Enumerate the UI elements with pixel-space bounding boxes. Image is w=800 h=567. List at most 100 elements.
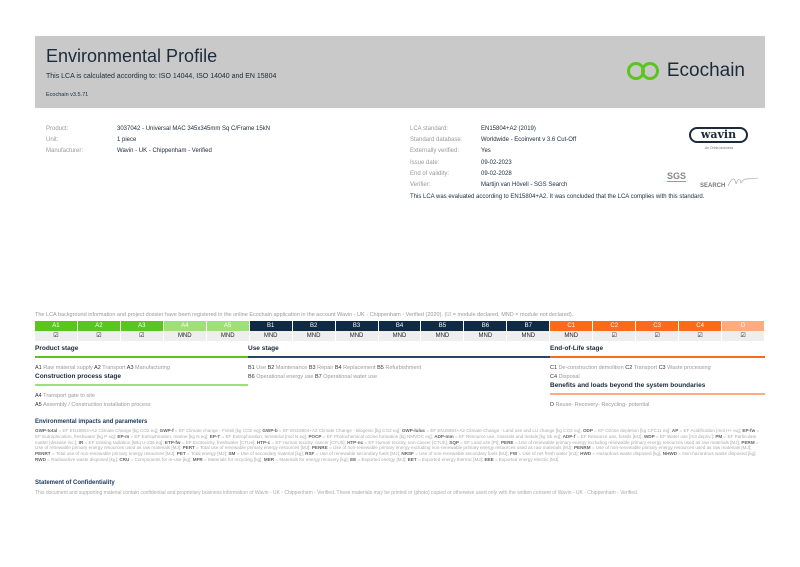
info-row: LCA standard: EN15804+A2 (2019) (410, 124, 576, 135)
use-stage: Use stage B1 Use B2 Maintenance B3 Repair… (248, 345, 550, 382)
module-code: B2 (267, 365, 275, 371)
module-code: B6 (464, 321, 508, 331)
module-status: MND (421, 331, 465, 341)
glossary-abbr: EE (350, 456, 357, 462)
glossary-definition: EF EN15804+A2 Climate Change - Land use … (430, 428, 581, 433)
glossary-definition: EF Eutrophication, marine [kg N eq] (134, 433, 208, 439)
glossary-abbr: IR (78, 439, 84, 445)
glossary-definition: EF Ecotoxicity, freshwater [CTUe] (185, 439, 255, 445)
glossary-definition: EF Photochemical ozone formation [kg NMV… (326, 433, 432, 439)
module-status: MND (550, 331, 594, 341)
info-label: Externally verified: (410, 148, 460, 155)
conclusion: This LCA was evaluated according to EN15… (410, 194, 705, 200)
module-code: B4 (334, 365, 342, 371)
glossary-definition: Materials for recycling [kg] (207, 456, 262, 462)
header-banner: Environmental Profile This LCA is calcul… (35, 36, 765, 108)
module-table: A1 A2 A3 A4 A5 B1 B2 B3 B4 B5 B6 B7 C1 C2 C3 C4 D ☑ ☑ ☑ MND M… (35, 321, 765, 341)
info-row: End of validity: 09-02-2028 (410, 169, 576, 180)
module-description: Replacement (343, 365, 376, 371)
module-status: MND (507, 331, 551, 341)
module-description: Reuse- Recovery- Recycling- potential (555, 402, 650, 408)
info-row: Externally verified: Yes (410, 146, 576, 157)
module-description: Repair (317, 365, 334, 371)
glossary-definition: EF Ionising radiation [kBq U-235 eq] (88, 439, 163, 445)
glossary-abbr: NHWD (662, 451, 678, 457)
stage-title: Benefits and loads beyond the system bou… (550, 382, 765, 395)
page-title: Environmental Profile (46, 46, 218, 66)
construction-stage: Construction process stage A4 Transport g… (35, 373, 248, 410)
glossary-definition: EF Acidification [mol H+ eq] (683, 428, 740, 433)
ecochain-logo: Ecochain (625, 60, 745, 82)
glossary-definition: Exported energy electric [MJ] (498, 456, 559, 462)
glossary-abbr: EP-T (209, 433, 221, 439)
module-code: A5 (206, 321, 250, 331)
info-value: 3037042 - Universal MAC 345x345mm Sq C/F… (117, 126, 271, 132)
glossary-abbr: PENRM (573, 445, 591, 451)
module-status: ☑ (722, 331, 765, 341)
info-row: Verifier: Martijn van Hövell - SGS Search (410, 180, 576, 191)
module-code: B1 (248, 365, 255, 371)
glossary-definition: Use of non-renewable primary energy excl… (332, 445, 572, 451)
glossary-definition: Total energy [MJ] (190, 451, 226, 457)
stage-modules: D Reuse- Recovery- Recycling- potential (550, 401, 765, 410)
glossary-definition: Components for re-use [kg] (134, 456, 191, 462)
glossary-abbr: EEE (484, 456, 494, 462)
info-label: Standard database: (410, 137, 463, 144)
info-row: Standard database: Worldwide - Ecoinvent … (410, 135, 576, 146)
module-description: Transport (633, 365, 658, 371)
module-description: Raw material supply (43, 365, 93, 371)
info-label: Verifier: (410, 182, 431, 189)
glossary-abbr: RWD (35, 456, 46, 462)
info-value: Worldwide - Ecoinvent v 3.6 Cut-Off (481, 137, 577, 144)
module-code: B6 (248, 374, 255, 380)
module-status: MND (163, 331, 207, 341)
wavin-tagline: An Orbia business (704, 146, 734, 150)
module-code: B7 (314, 374, 322, 380)
info-row: Issue date: 09-02-2023 (410, 158, 576, 169)
glossary-abbr: ETP-fw (164, 439, 181, 445)
glossary-definition: Use of non-renewable primary energy reso… (595, 445, 751, 451)
module-code: C4 (550, 374, 558, 380)
version: Ecochain v3.5.71 (46, 92, 89, 98)
glossary-abbr: CRU (119, 456, 130, 462)
glossary-abbr: PERE (500, 439, 514, 445)
glossary-abbr: POCP (308, 433, 322, 439)
info-value: Yes (481, 148, 491, 155)
module-description: Operational water use (323, 374, 378, 380)
glossary-definition: Materials for energy recovery [kg] (279, 456, 348, 462)
glossary-definition: EF Resource use, minerals and metals [kg… (458, 433, 561, 439)
glossary-definition: EF EN15804+A2 Climate Change - Biogenic … (282, 428, 400, 433)
info-label: Issue date: (410, 159, 440, 166)
module-code: A1 (35, 365, 42, 371)
impacts-glossary: GWP-total = EF EN15804+A2 Climate Change… (35, 428, 760, 462)
ecochain-wordmark: Ecochain (666, 60, 745, 81)
module-status: ☑ (679, 331, 723, 341)
glossary-definition: Use of renewable primary energy resource… (35, 445, 181, 451)
module-description: Use (256, 365, 267, 371)
module-status: ☑ (636, 331, 680, 341)
module-code: B4 (378, 321, 422, 331)
stage-title: Use stage (248, 345, 550, 358)
glossary-abbr: MER (263, 456, 275, 462)
module-description: Refurbishment (385, 365, 422, 371)
module-status: ☑ (77, 331, 121, 341)
module-code: C2 (625, 365, 633, 371)
glossary-abbr: ADP-mm (434, 433, 454, 439)
info-value: EN15804+A2 (2019) (481, 126, 536, 132)
info-value: 09-02-2023 (481, 159, 512, 166)
glossary-definition: Use of net fresh water [m3] (522, 451, 578, 457)
module-code: A1 (35, 321, 78, 331)
glossary-abbr: GWP-luluc (401, 428, 426, 433)
glossary-abbr: AP (671, 428, 679, 433)
module-code: C4 (679, 321, 723, 331)
eol-stage: End-of-Life stage C1 De-construction demo… (550, 345, 765, 382)
module-code: B1 (249, 321, 293, 331)
glossary-definition: Non-hazardous waste disposed [kg] (682, 451, 756, 457)
search-text: SEARCH (700, 183, 726, 189)
signature-icon (727, 177, 759, 187)
glossary-definition: EF Water use [m3 depriv.] (659, 433, 713, 439)
module-description: Manufacturing (135, 365, 170, 371)
stage-modules: B1 Use B2 Maintenance B3 Repair B4 Repla… (248, 364, 550, 382)
module-code: C3 (658, 365, 666, 371)
glossary-definition: EF Eutrophication, terrestrial [mol N eq… (225, 433, 306, 439)
